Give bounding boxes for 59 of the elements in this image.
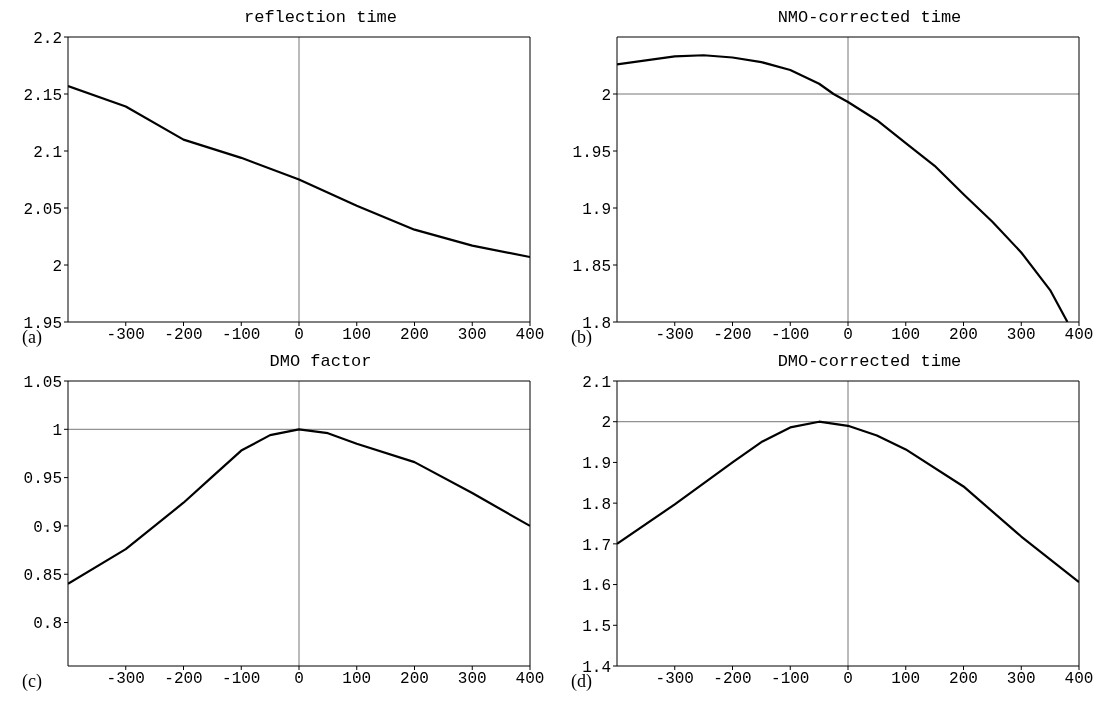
x-tick-label: 400 (515, 670, 545, 689)
x-tick-label: 200 (400, 326, 429, 345)
y-tick-label: 1.8 (582, 495, 611, 514)
x-tick-label: 200 (949, 670, 978, 689)
y-tick-label: 2.15 (23, 86, 62, 105)
x-tick-label: 0 (294, 326, 304, 345)
x-tick-label: -200 (164, 326, 203, 345)
x-tick-label: -100 (771, 326, 810, 345)
x-tick-label: 400 (1064, 670, 1094, 689)
x-tick-label: -300 (106, 326, 145, 345)
x-tick-label: 0 (843, 326, 853, 345)
chart-title: DMO factor (268, 352, 373, 371)
y-tick-label: 1.9 (582, 455, 611, 474)
x-tick-label: 0 (843, 670, 853, 689)
y-tick-label: 0.85 (23, 566, 62, 585)
x-tick-label: 0 (294, 670, 304, 689)
x-tick-label: -100 (771, 670, 810, 689)
x-tick-label: -300 (106, 670, 145, 689)
y-tick-label: 1.85 (572, 257, 611, 276)
y-tick-label: 1 (52, 421, 62, 440)
x-tick-label: -200 (713, 326, 752, 345)
x-tick-label: 300 (1006, 326, 1036, 345)
x-tick-label: -200 (713, 670, 752, 689)
x-tick-label: 400 (1064, 326, 1094, 345)
text: (c) (22, 671, 42, 692)
x-tick-label: 200 (400, 670, 429, 689)
y-tick-label: 0.9 (33, 518, 62, 537)
y-tick-label: 1.9 (582, 200, 611, 219)
y-tick-label: 0.95 (23, 470, 62, 489)
y-tick-label: 1.6 (582, 577, 611, 596)
y-tick-label: 2.2 (33, 29, 62, 48)
y-tick-label: 2 (601, 86, 611, 105)
y-tick-label: 1.05 (23, 373, 62, 392)
x-tick-label: 100 (891, 670, 921, 689)
x-tick-label: 100 (342, 670, 372, 689)
chart-title: reflection time (243, 8, 398, 27)
y-tick-label: 1.95 (572, 143, 611, 162)
y-tick-label: 1.5 (582, 617, 611, 636)
y-tick-label: 2.1 (582, 373, 611, 392)
x-tick-label: -300 (655, 326, 694, 345)
x-tick-label: -300 (655, 670, 694, 689)
y-tick-label: 2.1 (33, 143, 62, 162)
y-tick-label: 2.05 (23, 200, 62, 219)
chart-title: DMO-corrected time (776, 352, 963, 371)
x-tick-label: 100 (891, 326, 921, 345)
x-tick-label: -200 (164, 670, 203, 689)
x-tick-label: -100 (222, 670, 261, 689)
y-tick-label: 2 (52, 257, 62, 276)
x-tick-label: 300 (457, 670, 487, 689)
x-tick-label: 200 (949, 326, 978, 345)
x-tick-label: 400 (515, 326, 545, 345)
x-tick-label: 100 (342, 326, 372, 345)
y-tick-label: 2 (601, 414, 611, 433)
x-tick-label: 300 (1006, 670, 1036, 689)
x-tick-label: -100 (222, 326, 261, 345)
x-tick-label: 300 (457, 326, 487, 345)
chart-title: NMO-corrected time (776, 8, 963, 27)
y-tick-label: 1.7 (582, 536, 611, 555)
y-tick-label: 0.8 (33, 615, 62, 634)
